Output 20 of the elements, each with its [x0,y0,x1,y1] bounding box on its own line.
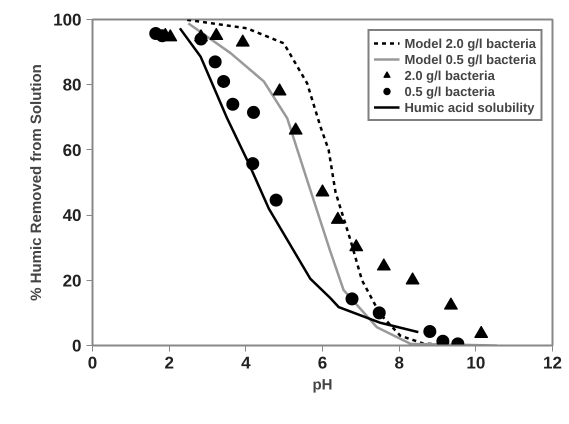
y-tick-label: 80 [62,76,82,95]
legend-label: Model 0.5 g/l bacteria [404,51,536,67]
legend-label: Humic acid solubility [404,99,535,115]
legend-label: 0.5 g/l bacteria [404,83,495,99]
x-tick-label: 6 [318,354,328,372]
x-tick-label: 2 [164,354,174,372]
y-tick-label: 100 [53,10,82,30]
y-tick-label: 20 [62,271,82,290]
x-tick-label: 10 [466,354,486,372]
y-axis-title: % Humic Removed from Solution [28,64,46,301]
x-tick-label: 4 [241,354,252,372]
x-tick-label: 0 [88,354,98,372]
y-tick-label: 60 [62,140,82,160]
legend-label: Model 2.0 g/l bacteria [404,35,536,51]
x-axis-title: pH [312,376,332,394]
legend-label: 2.0 g/l bacteria [404,67,495,83]
y-tick-label: 0 [72,336,82,356]
y-tick-label: 40 [62,206,82,226]
x-tick-label: 12 [543,354,562,372]
x-tick-label: 8 [394,354,404,372]
